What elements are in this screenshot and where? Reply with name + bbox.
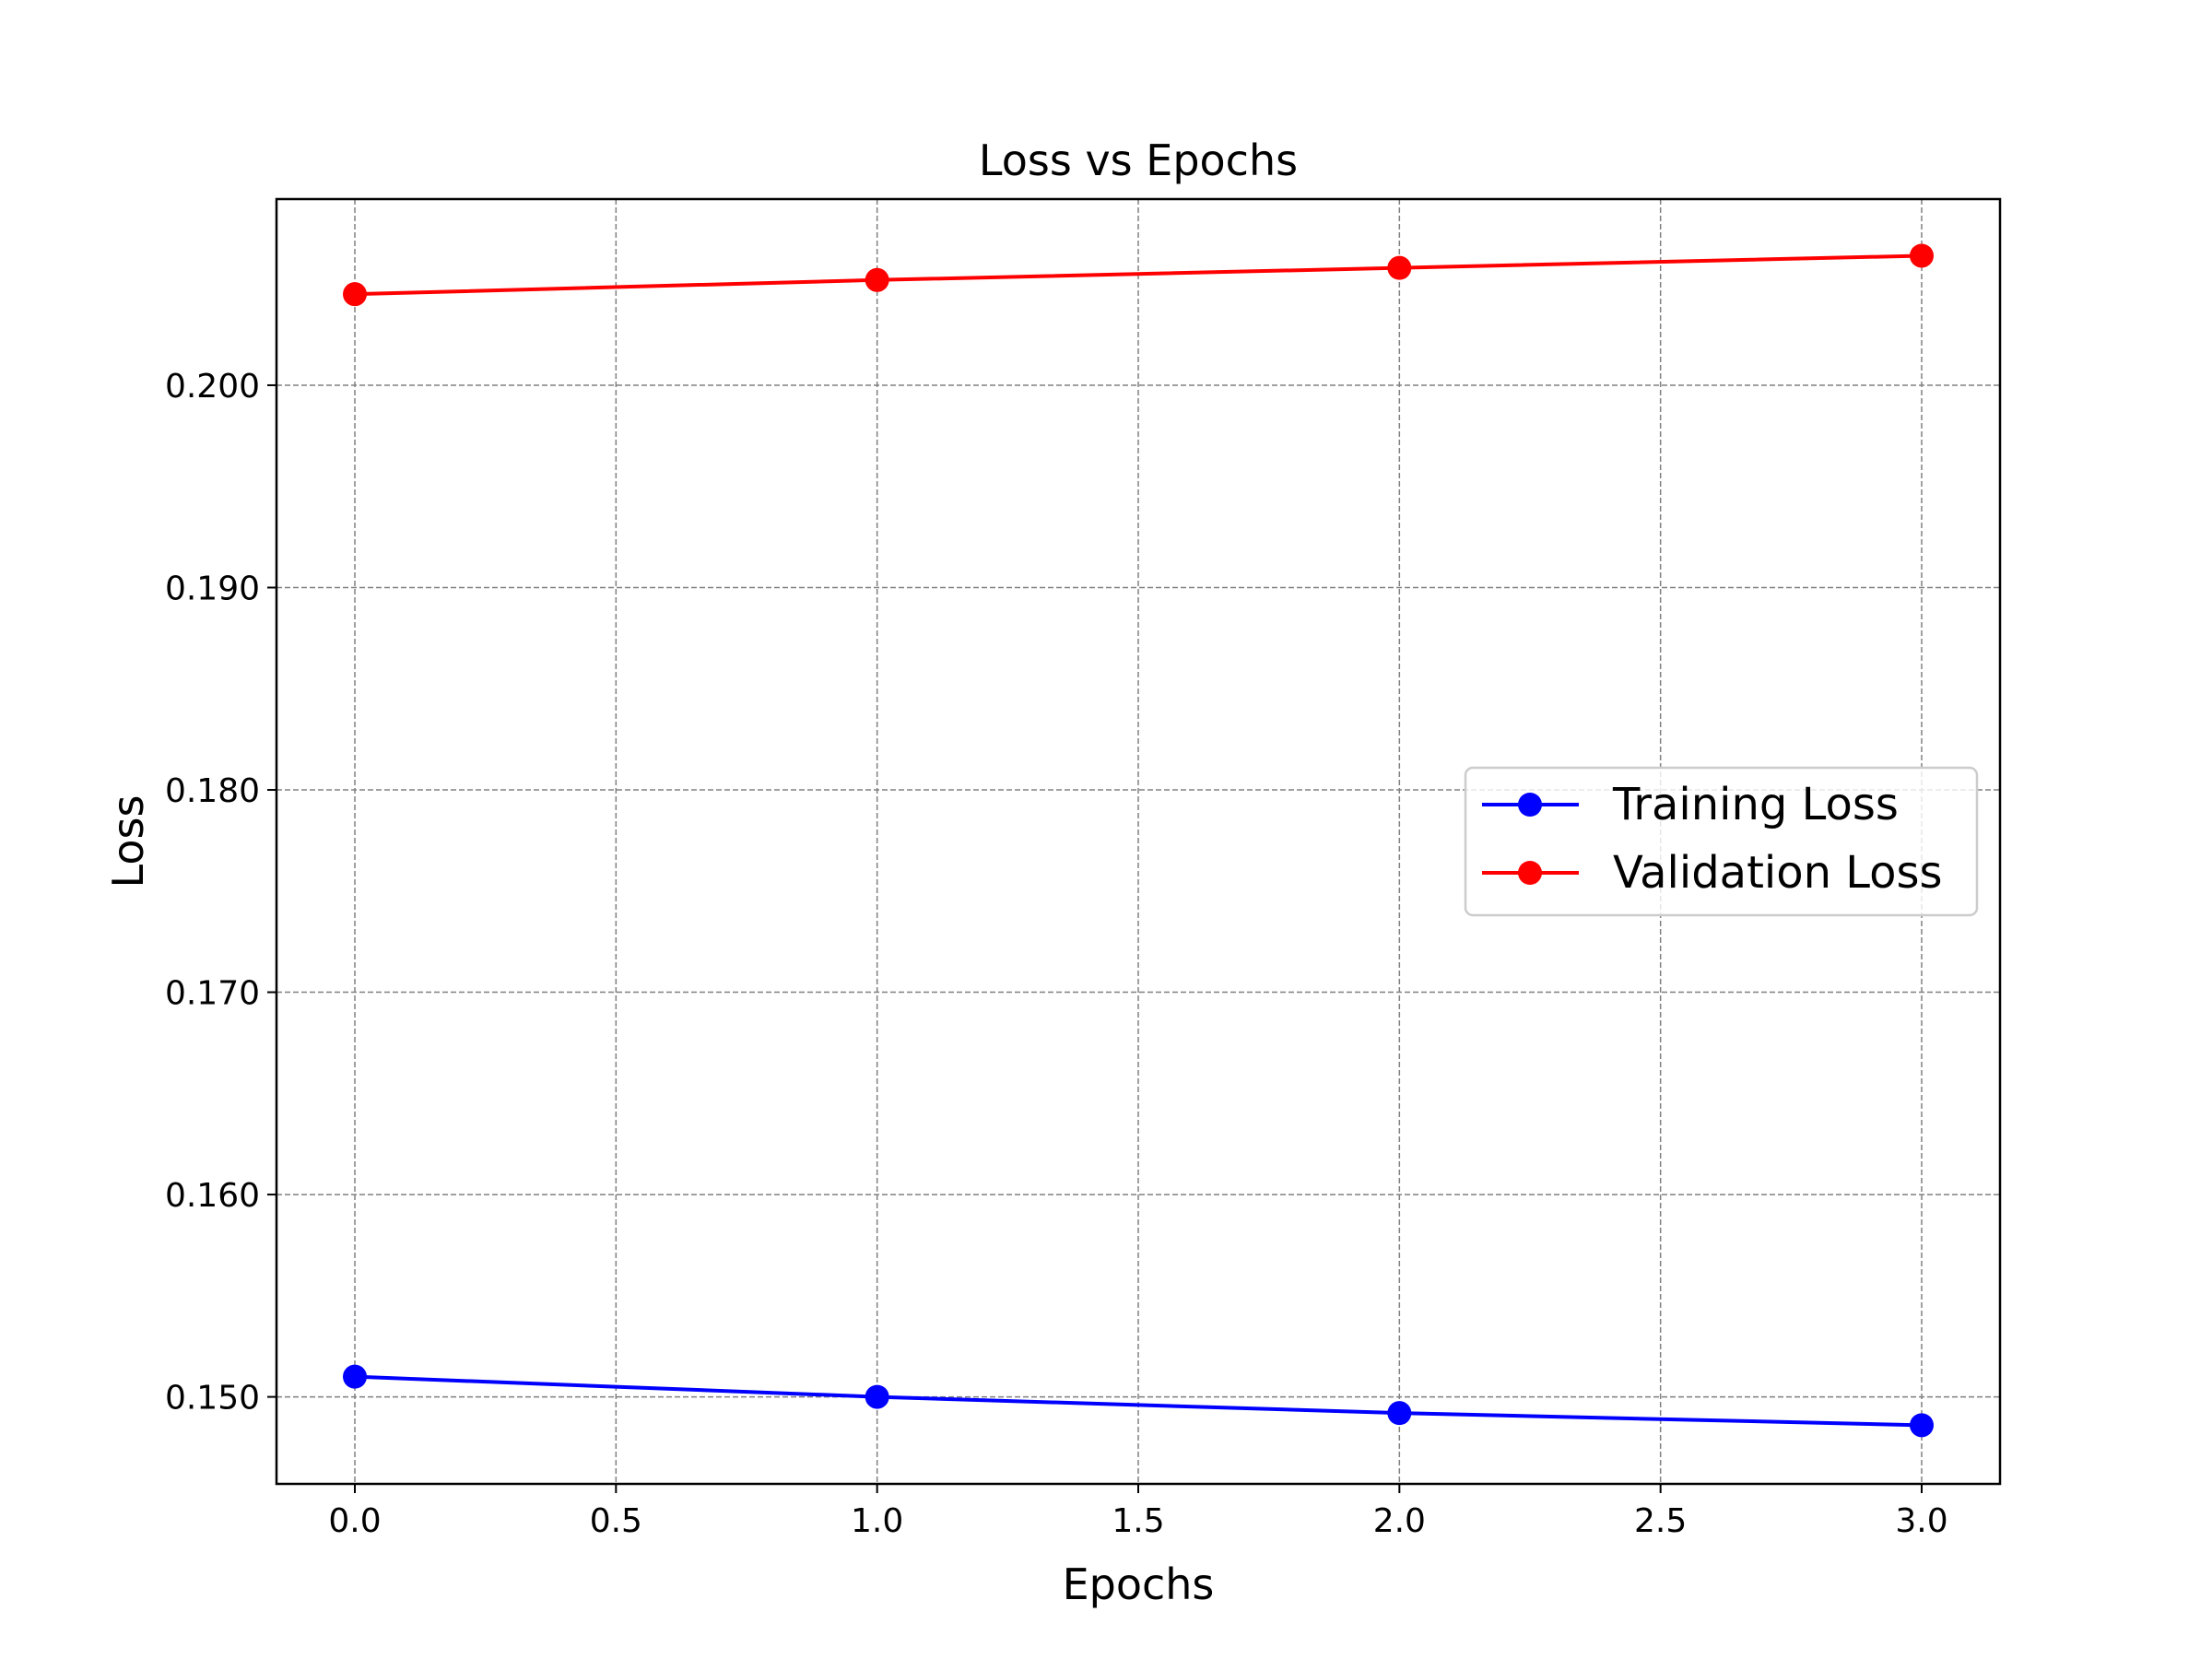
legend-label-validation-loss: Validation Loss: [1613, 847, 1943, 899]
legend-box: [1464, 766, 1979, 917]
legend: Training Loss Validation Loss: [1464, 766, 1979, 917]
point-training-loss: [865, 1384, 889, 1409]
x-tick-label: 0.5: [590, 1502, 642, 1540]
x-tick-label: 2.0: [1373, 1502, 1426, 1540]
chart-title: Loss vs Epochs: [979, 135, 1298, 185]
x-tick-label: 0.0: [328, 1502, 381, 1540]
x-tick-label: 3.0: [1895, 1502, 1947, 1540]
point-training-loss: [1910, 1413, 1934, 1438]
line-validation-loss: [354, 253, 1923, 297]
y-tick-label: 0.200: [165, 368, 260, 406]
legend-marker-validation-loss: [1518, 861, 1542, 885]
series-validation-loss: [343, 243, 1934, 307]
x-tick-label: 1.0: [851, 1502, 903, 1540]
point-training-loss: [343, 1364, 367, 1389]
point-validation-loss: [343, 282, 367, 307]
point-validation-loss: [1387, 255, 1412, 280]
legend-entry-validation-loss: Validation Loss: [1482, 847, 1943, 899]
y-tick-label: 0.160: [165, 1177, 260, 1215]
point-training-loss: [1387, 1401, 1412, 1426]
y-tick-label: 0.150: [165, 1380, 260, 1418]
legend-marker-training-loss: [1518, 793, 1542, 817]
point-validation-loss: [865, 267, 889, 292]
legend-label-training-loss: Training Loss: [1612, 779, 1899, 830]
line-training-loss: [354, 1374, 1923, 1428]
point-validation-loss: [1910, 243, 1934, 268]
x-tick-label: 2.5: [1634, 1502, 1687, 1540]
x-tick-label: 1.5: [1112, 1502, 1164, 1540]
y-tick-label: 0.170: [165, 975, 260, 1013]
x-axis-label: Epochs: [1063, 1559, 1215, 1609]
series-training-loss: [343, 1364, 1934, 1438]
y-tick-label: 0.180: [165, 772, 260, 810]
y-tick-label: 0.190: [165, 570, 260, 607]
ticks: 0.0 0.5 1.0 1.5 2.0 2.5 3.0 0.150 0.160 0.170 0.18…: [165, 368, 1948, 1540]
series-layer: [343, 243, 1934, 1438]
legend-entry-training-loss: Training Loss: [1482, 779, 1899, 830]
y-axis-label: Loss: [103, 795, 153, 888]
